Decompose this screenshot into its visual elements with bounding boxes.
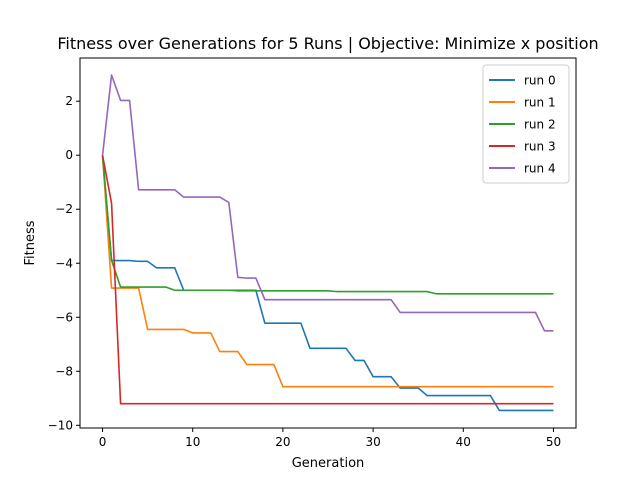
x-tick-label: 40 [456, 435, 471, 449]
series-line-run-1 [101, 155, 554, 388]
legend-box [482, 64, 570, 184]
y-tick-label: −2 [55, 202, 73, 216]
plot-frame [79, 57, 577, 429]
y-tick-label: −10 [48, 418, 73, 432]
x-tick-label: 30 [365, 435, 380, 449]
x-axis: 0 10 20 30 40 50 [99, 428, 561, 449]
x-tick-label: 50 [546, 435, 561, 449]
y-tick-label: 2 [65, 94, 73, 108]
chart-title: Fitness over Generations for 5 Runs | Ob… [57, 34, 598, 53]
y-axis-label: Fitness [23, 220, 38, 265]
series-line-run-2 [101, 155, 554, 295]
y-tick-label: −4 [55, 256, 73, 270]
legend-label-run-1: run 1 [524, 96, 556, 110]
series-line-run-3 [101, 155, 554, 405]
series-line-run-0 [101, 155, 554, 412]
y-tick-label: −6 [55, 310, 73, 324]
legend-label-run-4: run 4 [524, 162, 556, 176]
legend-label-run-3: run 3 [524, 140, 556, 154]
y-axis: −10 −8 −6 −4 −2 0 2 [48, 94, 80, 432]
legend-label-run-2: run 2 [524, 118, 556, 132]
x-tick-label: 20 [275, 435, 290, 449]
plot-lines [101, 74, 554, 412]
x-tick-label: 10 [185, 435, 200, 449]
legend-label-run-0: run 0 [524, 74, 556, 88]
y-tick-label: −8 [55, 364, 73, 378]
legend: run 0 run 1 run 2 run 3 run 4 [482, 64, 570, 184]
y-tick-label: 0 [65, 148, 73, 162]
series-line-run-4 [101, 74, 554, 332]
x-tick-label: 0 [99, 435, 107, 449]
x-axis-label: Generation [292, 456, 365, 471]
